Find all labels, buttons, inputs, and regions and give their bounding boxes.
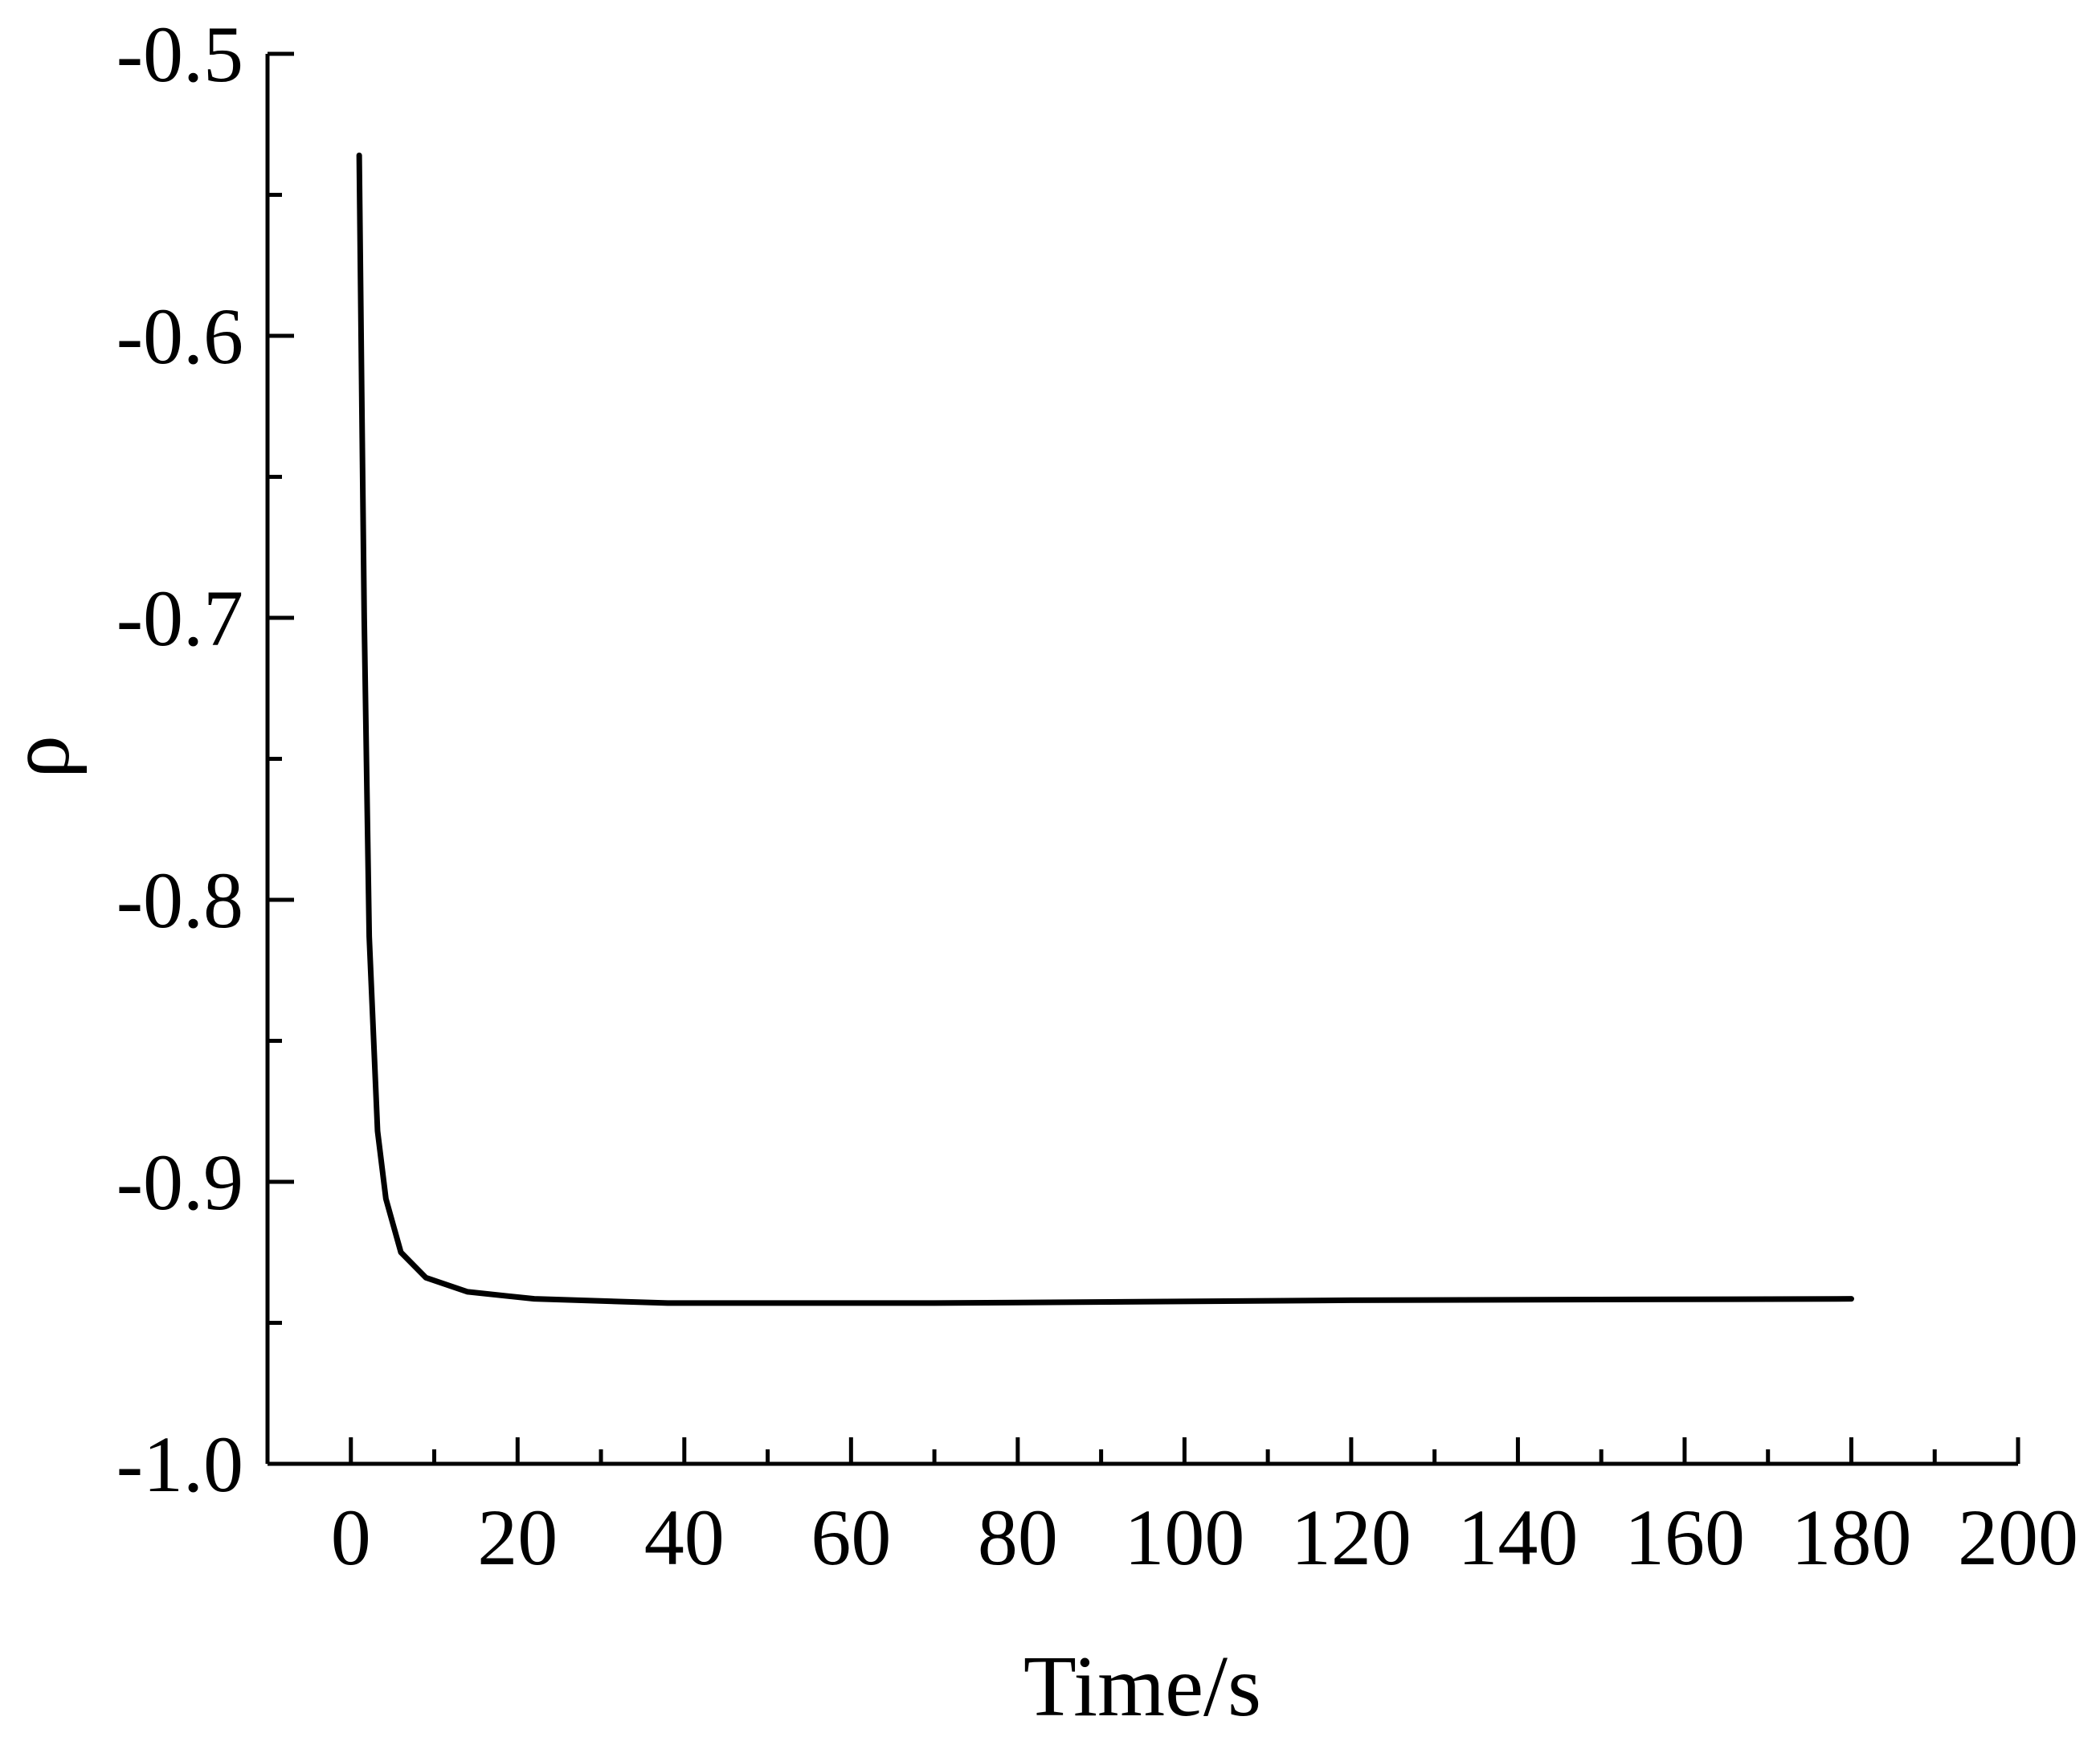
x-tick-label: 200: [1958, 1493, 2078, 1582]
y-tick-label: -0.6: [116, 292, 243, 381]
x-tick-label: 20: [477, 1493, 558, 1582]
x-tick-label: 140: [1457, 1493, 1578, 1582]
x-tick-label: 120: [1291, 1493, 1412, 1582]
x-tick-label: 160: [1624, 1493, 1745, 1582]
y-tick-label: -1.0: [116, 1420, 243, 1509]
line-series: [356, 152, 1854, 1306]
x-tick-label: 60: [811, 1493, 891, 1582]
x-tick-label: 100: [1124, 1493, 1244, 1582]
y-axis-title: ρ: [0, 735, 88, 779]
y-tick-label: -0.8: [116, 856, 243, 945]
x-tick-label: 180: [1791, 1493, 1911, 1582]
y-tick-label: -0.7: [116, 574, 243, 663]
y-tick-label: -0.5: [116, 10, 243, 99]
y-tick-label: -0.9: [116, 1138, 243, 1227]
x-axis-title: Time/s: [1023, 1639, 1261, 1735]
x-tick-label: 40: [644, 1493, 725, 1582]
x-tick-label: 80: [978, 1493, 1058, 1582]
x-tick-label: 0: [331, 1493, 371, 1582]
